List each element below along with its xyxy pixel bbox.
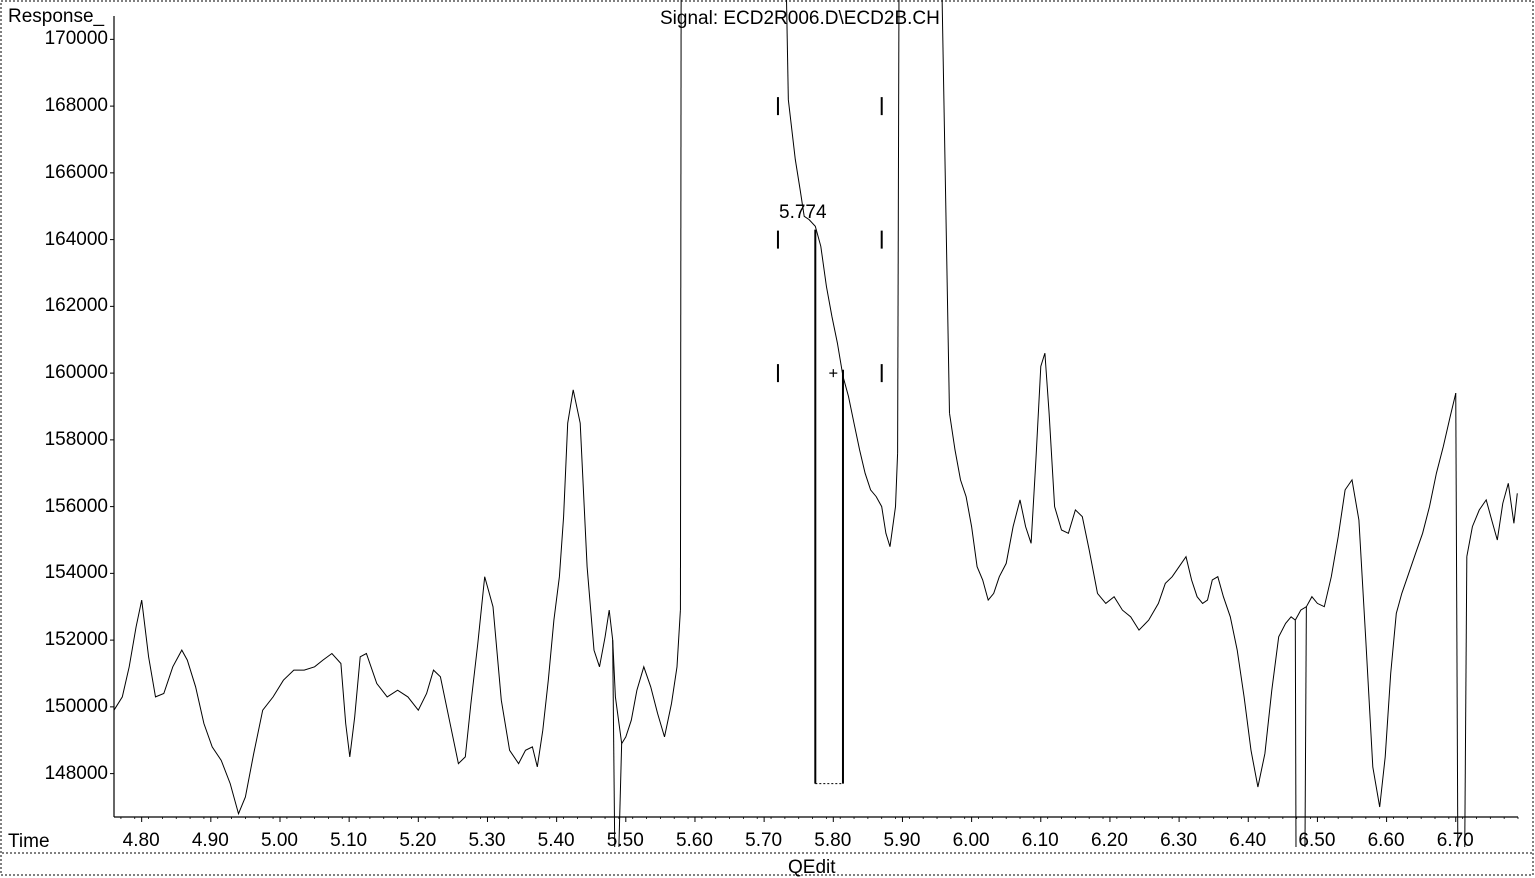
y-tick-label: 164000 xyxy=(44,228,108,250)
signal-trace-offscale-6 xyxy=(1294,620,1297,848)
signal-trace-tail xyxy=(1466,483,1518,557)
x-tick-label: 4.80 xyxy=(122,830,160,851)
signal-trace-offscale-1 xyxy=(786,0,789,100)
peak-annotation xyxy=(776,97,883,785)
x-tick-label: 6.40 xyxy=(1229,830,1267,851)
x-tick-label: 5.20 xyxy=(399,830,437,851)
y-tick-label: 168000 xyxy=(44,95,108,117)
x-tick-label: 6.50 xyxy=(1298,830,1336,851)
signal-trace-offscale-4 xyxy=(612,640,616,848)
y-tick-label: 154000 xyxy=(44,562,108,584)
chart-title: Signal: ECD2R006.D\ECD2B.CH xyxy=(660,8,940,29)
x-tick-label: 5.90 xyxy=(883,830,921,851)
signal-trace-offscale-2 xyxy=(897,0,900,454)
y-tick-label: 170000 xyxy=(44,28,108,50)
signal-trace-offscale-5 xyxy=(618,743,623,848)
signal-trace-offscale-0 xyxy=(679,0,682,611)
x-tick-label: 6.00 xyxy=(952,830,990,851)
x-tick-label: 6.10 xyxy=(1021,830,1059,851)
x-tick-label: 5.30 xyxy=(468,830,506,851)
x-tick-label: 5.50 xyxy=(606,830,644,851)
signal-trace-offscale-8 xyxy=(1455,393,1459,848)
x-tick-label: 5.10 xyxy=(330,830,368,851)
y-axis-title: Response_ xyxy=(8,6,105,27)
x-axis-title: Time xyxy=(8,831,50,852)
x-tick-label: 5.80 xyxy=(814,830,852,851)
y-tick-label: 156000 xyxy=(44,495,108,517)
signal-trace-offscale-3 xyxy=(941,0,950,414)
x-tick-label: 6.30 xyxy=(1160,830,1198,851)
y-tick-label: 152000 xyxy=(44,629,108,651)
signal-trace-offscale-9 xyxy=(1464,556,1468,848)
x-tick-label: 5.60 xyxy=(675,830,713,851)
y-tick-label: 166000 xyxy=(44,161,108,183)
signal-trace-0 xyxy=(113,389,681,816)
axis-ticks xyxy=(110,38,1519,822)
signal-trace-1 xyxy=(787,99,899,547)
x-tick-label: 6.20 xyxy=(1090,830,1128,851)
y-tick-label: 160000 xyxy=(44,362,108,384)
y-tick-label: 162000 xyxy=(44,295,108,317)
x-tick-label: 4.90 xyxy=(191,830,229,851)
peak-label: 5.774 xyxy=(779,202,827,223)
footer-label: QEdit xyxy=(788,857,836,878)
y-tick-label: 158000 xyxy=(44,428,108,450)
signal-trace-3 xyxy=(1294,392,1457,808)
signal-trace-2 xyxy=(949,352,1296,788)
x-tick-label: 5.70 xyxy=(745,830,783,851)
series-layer xyxy=(113,0,1518,848)
y-tick-label: 150000 xyxy=(44,695,108,717)
x-tick-label: 5.40 xyxy=(537,830,575,851)
y-tick-label: 148000 xyxy=(44,762,108,784)
signal-trace-offscale-7 xyxy=(1304,606,1307,848)
x-tick-label: 6.60 xyxy=(1367,830,1405,851)
x-tick-label: 5.00 xyxy=(260,830,298,851)
x-tick-label: 6.70 xyxy=(1436,830,1474,851)
